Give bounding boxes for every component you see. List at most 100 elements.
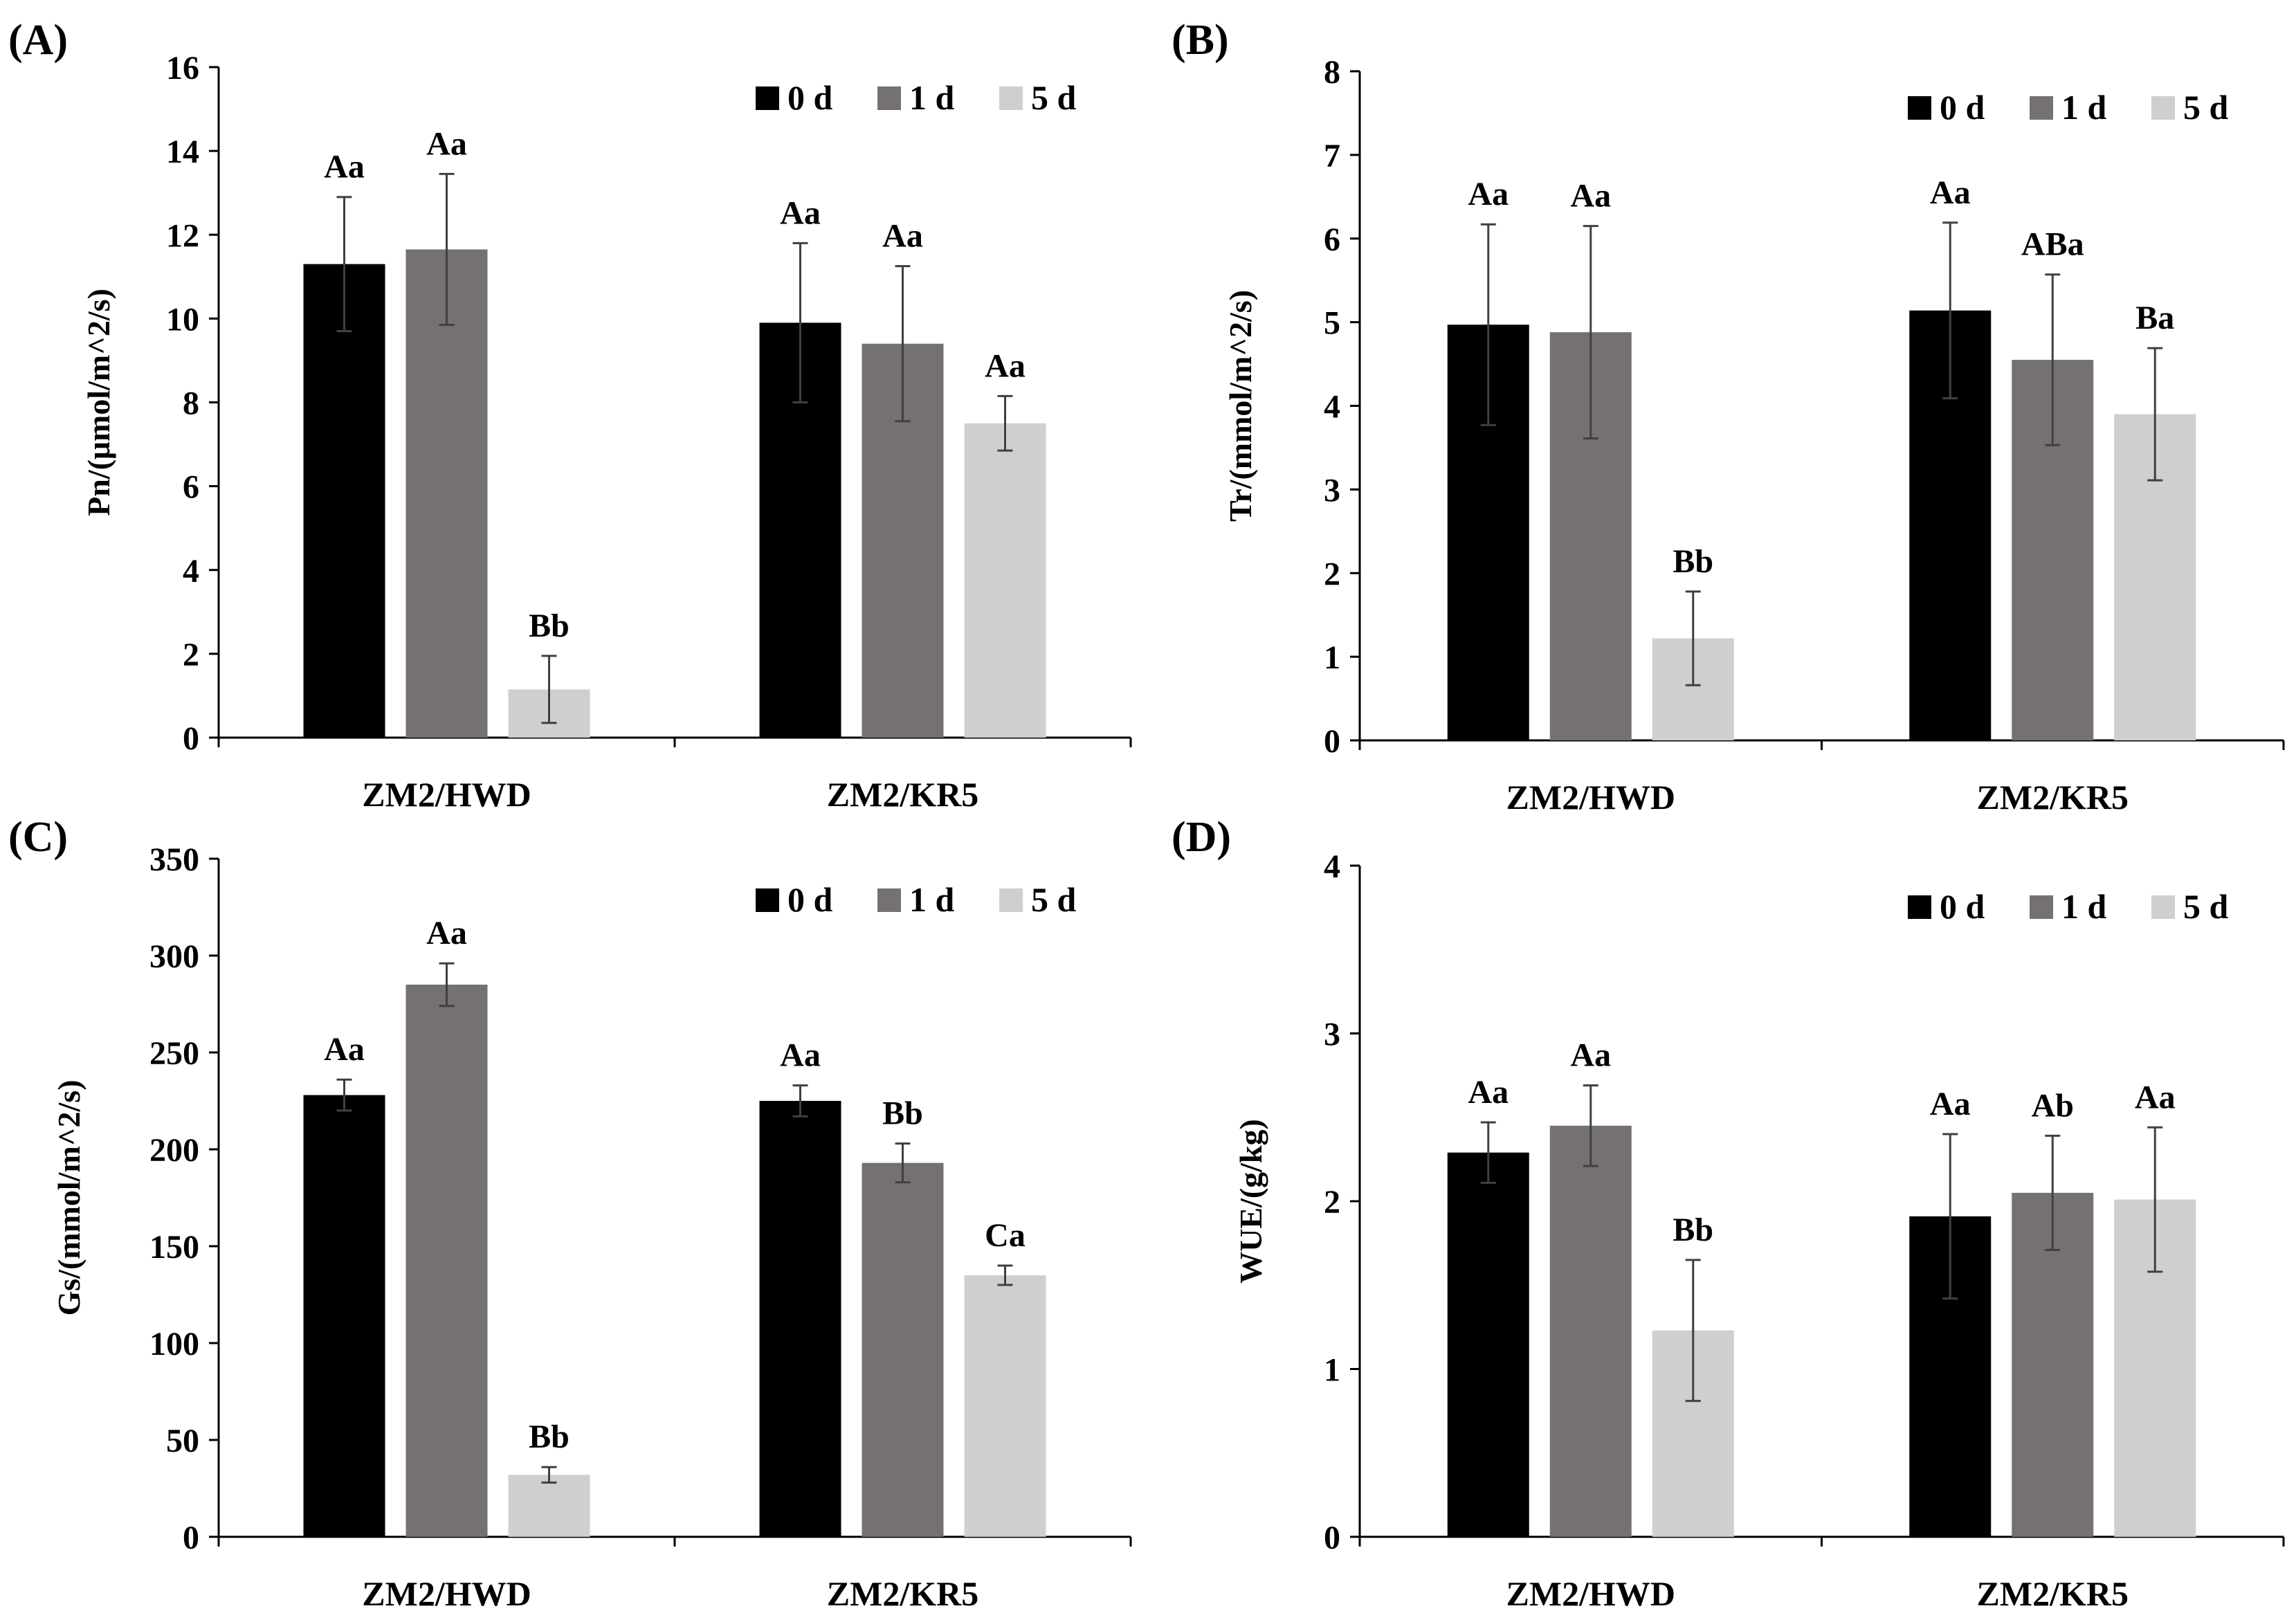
significance-label: Aa (780, 1037, 821, 1074)
chart-panel: (D) 0 1 2 3 4 WUE/(g/kg) ZM2/HWD Aa Aa Bb ZM2/KR5 Aa… (1172, 814, 2285, 1613)
significance-label: Ca (985, 1217, 1026, 1254)
significance-label: Bb (529, 1418, 570, 1455)
legend-swatch (877, 86, 901, 110)
y-tick-label: 0 (183, 720, 199, 757)
y-tick-label: 12 (166, 217, 199, 254)
significance-label: Bb (1673, 543, 1713, 580)
bar (964, 423, 1046, 738)
x-category-label: ZM2/HWD (362, 775, 531, 814)
legend-label: 0 d (1940, 887, 1985, 926)
legend: 0 d 1 d 5 d (756, 78, 1077, 117)
significance-label: Aa (882, 218, 923, 255)
significance-label: Aa (324, 149, 365, 185)
y-tick-label: 6 (1324, 221, 1340, 258)
legend-label: 5 d (2183, 88, 2229, 127)
legend: 0 d 1 d 5 d (756, 880, 1077, 919)
legend-swatch (2030, 895, 2053, 919)
y-axis-label: WUE/(g/kg) (1233, 1119, 1268, 1284)
legend-swatch (999, 86, 1023, 110)
panel-label: (C) (8, 814, 68, 861)
significance-label: Ab (2032, 1087, 2074, 1124)
y-tick-label: 50 (166, 1423, 199, 1459)
bar (1549, 1125, 1632, 1537)
legend-swatch (756, 888, 779, 912)
significance-label: ABa (2021, 226, 2084, 263)
y-tick-label: 150 (149, 1229, 199, 1266)
significance-label: Aa (426, 915, 467, 951)
y-tick-label: 5 (1324, 305, 1340, 342)
y-tick-label: 2 (1324, 556, 1340, 592)
bar (406, 985, 488, 1537)
legend-swatch (999, 888, 1023, 912)
y-tick-label: 250 (149, 1035, 199, 1072)
x-category-label: ZM2/HWD (362, 1574, 531, 1613)
legend-swatch (1908, 96, 1931, 120)
x-category-label: ZM2/KR5 (1977, 778, 2129, 816)
significance-label: Aa (1930, 174, 1971, 211)
y-tick-label: 100 (149, 1326, 199, 1362)
y-tick-label: 0 (1324, 1520, 1340, 1556)
legend-label: 1 d (909, 78, 955, 117)
y-tick-label: 300 (149, 938, 199, 975)
bar (303, 264, 385, 738)
significance-label: Aa (780, 194, 821, 231)
significance-label: Aa (985, 347, 1026, 384)
significance-label: Aa (1468, 1074, 1509, 1111)
y-tick-label: 0 (1324, 723, 1340, 760)
y-tick-label: 8 (1324, 54, 1340, 91)
legend-label: 0 d (787, 78, 833, 117)
panel-label: (D) (1172, 814, 1231, 861)
chart-panel: (C) 0 50 100 150 200 250 300 350 Gs/(mmol/m^2/s) Z… (8, 814, 1132, 1613)
legend: 0 d 1 d 5 d (1908, 887, 2229, 926)
bar (303, 1095, 385, 1537)
legend-label: 1 d (2061, 887, 2107, 926)
chart-panel: (B) 0 1 2 3 4 5 6 7 8 Tr/(mmol/m^2/s) ZM2/HWD Aa Aa Bb… (1172, 17, 2285, 816)
y-tick-label: 4 (1324, 389, 1340, 426)
x-category-label: ZM2/KR5 (827, 775, 978, 814)
significance-label: Ba (2135, 300, 2174, 336)
y-tick-label: 7 (1324, 138, 1340, 174)
legend-label: 1 d (2061, 88, 2107, 127)
y-tick-label: 1 (1324, 639, 1340, 676)
y-tick-label: 16 (166, 50, 199, 86)
bar (964, 1275, 1046, 1537)
legend-label: 0 d (1940, 88, 1985, 127)
y-tick-label: 0 (183, 1520, 199, 1556)
y-tick-label: 4 (183, 553, 199, 590)
significance-label: Bb (529, 608, 570, 644)
significance-label: Aa (1468, 176, 1509, 212)
significance-label: Aa (426, 125, 467, 162)
y-tick-label: 1 (1324, 1352, 1340, 1389)
legend-label: 1 d (909, 880, 955, 919)
bar (862, 1162, 944, 1537)
y-tick-label: 8 (183, 385, 199, 422)
bar (759, 1101, 841, 1537)
legend: 0 d 1 d 5 d (1908, 88, 2229, 127)
legend-swatch (2151, 895, 2175, 919)
significance-label: Bb (882, 1095, 923, 1132)
bar (508, 1475, 590, 1537)
significance-label: Bb (1673, 1212, 1713, 1248)
significance-label: Aa (2135, 1079, 2176, 1115)
y-tick-label: 4 (1324, 848, 1340, 885)
legend-label: 5 d (1031, 78, 1077, 117)
significance-label: Aa (324, 1031, 365, 1068)
legend-swatch (1908, 895, 1931, 919)
y-tick-label: 10 (166, 301, 199, 338)
y-tick-label: 14 (166, 134, 199, 170)
significance-label: Aa (1570, 178, 1611, 215)
y-tick-label: 350 (149, 841, 199, 878)
y-tick-label: 3 (1324, 472, 1340, 509)
x-category-label: ZM2/HWD (1506, 778, 1675, 816)
legend-label: 0 d (787, 880, 833, 919)
legend-swatch (2030, 96, 2053, 120)
y-axis-label: Tr/(mmol/m^2/s) (1223, 290, 1258, 522)
x-category-label: ZM2/HWD (1506, 1574, 1675, 1613)
y-axis-label: Pn/(μmol/m^2/s) (81, 289, 116, 516)
legend-label: 5 d (1031, 880, 1077, 919)
chart-panel: (A) 0 2 4 6 8 10 12 14 16 Pn/(μmol/m^2/s) ZM2/HWD Aa… (8, 17, 1132, 814)
legend-swatch (2151, 96, 2175, 120)
significance-label: Aa (1930, 1086, 1971, 1122)
y-tick-label: 3 (1324, 1016, 1340, 1053)
